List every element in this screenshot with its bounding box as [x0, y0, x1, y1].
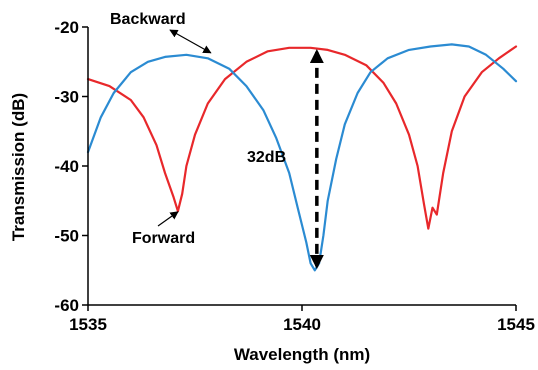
x-tick-label: 1545 — [497, 315, 535, 334]
series-line-forward — [86, 45, 518, 230]
annotations: Backward Forward 32dB — [110, 11, 324, 270]
x-tick-label: 1535 — [69, 315, 107, 334]
y-ticks: -60 -50 -40 -30 -20 — [54, 18, 88, 315]
annotation-backward: Backward — [110, 11, 186, 28]
y-tick-label: -40 — [54, 157, 79, 176]
y-tick-label: -20 — [54, 18, 79, 37]
annotation-backward-arrow — [169, 29, 212, 54]
y-tick-label: -30 — [54, 88, 79, 107]
annotation-32db: 32dB — [247, 149, 286, 166]
annotation-forward-arrow — [157, 211, 179, 227]
x-tick-label: 1540 — [283, 315, 321, 334]
axes: -60 -50 -40 -30 -20 1535 1540 1545 — [54, 18, 534, 334]
x-ticks: 1535 1540 1545 — [69, 305, 535, 334]
y-axis-title: Transmission (dB) — [9, 93, 28, 241]
annotation-forward: Forward — [132, 230, 195, 247]
y-tick-label: -60 — [54, 296, 79, 315]
x-axis-title: Wavelength (nm) — [234, 345, 370, 364]
y-tick-label: -50 — [54, 227, 79, 246]
